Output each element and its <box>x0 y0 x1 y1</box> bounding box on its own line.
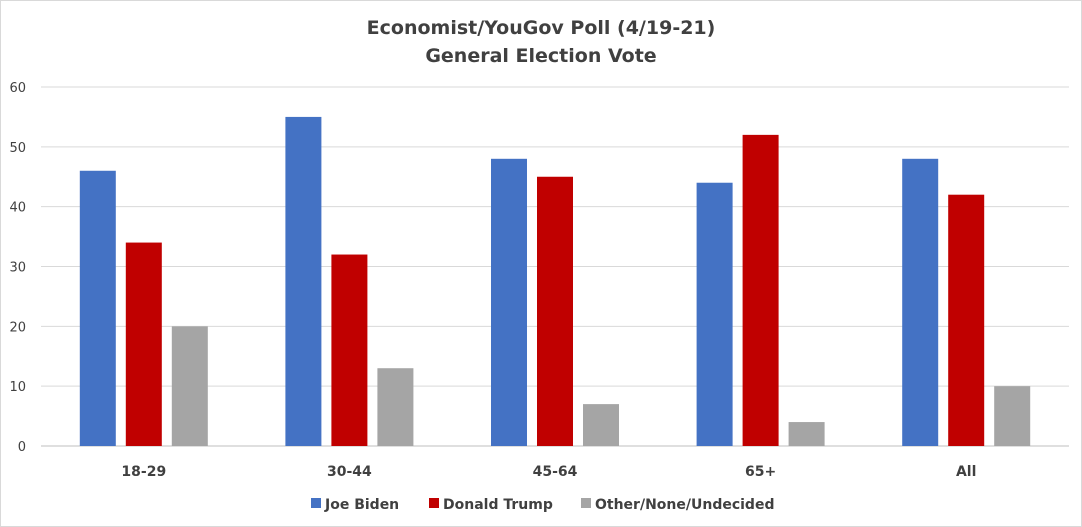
bar <box>125 242 162 446</box>
x-tick-label: 18-29 <box>121 464 166 480</box>
legend-swatch <box>581 498 591 508</box>
x-tick-label: 45-64 <box>533 464 578 480</box>
x-axis-ticks: 18-29 30-44 45-64 65+ All <box>121 464 976 480</box>
chart-title: Economist/YouGov Poll (4/19-21) <box>367 17 716 39</box>
legend-label: Joe Biden <box>324 497 399 513</box>
bar <box>537 176 573 446</box>
bar <box>331 254 368 446</box>
bar <box>491 158 527 447</box>
bar <box>994 386 1031 446</box>
bar <box>948 194 985 446</box>
y-tick-label: 0 <box>18 440 26 455</box>
bar <box>902 158 939 447</box>
bar <box>583 404 619 446</box>
legend-swatch <box>429 498 439 508</box>
bar <box>79 170 116 446</box>
y-tick-label: 40 <box>9 201 26 216</box>
y-tick-label: 30 <box>9 261 26 276</box>
y-tick-label: 20 <box>9 320 26 335</box>
legend-label: Other/None/Undecided <box>595 497 774 513</box>
y-tick-label: 60 <box>9 81 26 96</box>
bars <box>79 116 1031 447</box>
bar <box>171 326 208 446</box>
bar <box>742 134 779 446</box>
y-tick-label: 50 <box>9 141 26 156</box>
x-tick-label: 65+ <box>745 464 776 480</box>
y-axis-ticks: 0 10 20 30 40 50 60 <box>9 81 26 455</box>
y-tick-label: 10 <box>9 380 26 395</box>
bar <box>285 116 322 447</box>
chart-subtitle: General Election Vote <box>425 45 656 67</box>
legend-label: Donald Trump <box>443 497 553 513</box>
bar <box>696 182 733 446</box>
bar <box>377 368 414 446</box>
x-tick-label: 30-44 <box>327 464 372 480</box>
legend-swatch <box>311 498 321 508</box>
legend: Joe Biden Donald Trump Other/None/Undecide… <box>311 497 774 513</box>
bar <box>788 422 825 446</box>
x-tick-label: All <box>956 464 976 480</box>
